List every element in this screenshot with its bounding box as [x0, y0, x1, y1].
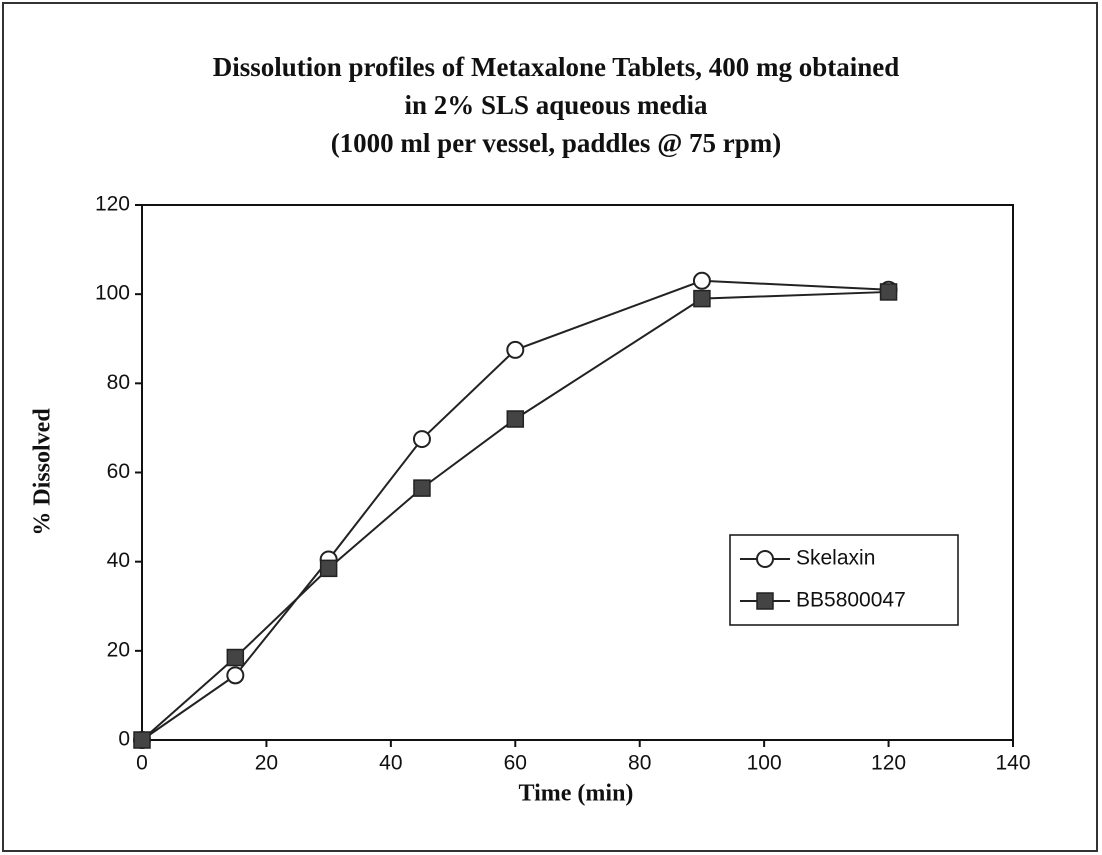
x-tick-label: 80	[628, 752, 651, 775]
marker	[693, 289, 711, 308]
y-tick-label: 60	[107, 460, 130, 483]
x-tick-label: 100	[747, 752, 782, 775]
y-tick-label: 20	[107, 638, 130, 661]
x-tick-label: 60	[504, 752, 527, 775]
marker	[413, 479, 431, 497]
y-tick-label: 120	[95, 193, 130, 216]
y-tick-label: 0	[118, 728, 130, 751]
marker	[133, 731, 151, 749]
marker	[879, 283, 898, 301]
marker	[226, 648, 245, 667]
legend-label: BB5800047	[796, 589, 906, 612]
marker	[412, 430, 431, 449]
x-tick-label: 140	[995, 752, 1030, 775]
x-tick-label: 120	[871, 752, 906, 775]
marker	[756, 592, 774, 610]
y-tick-label: 40	[107, 549, 130, 572]
marker	[756, 550, 774, 568]
y-axis-label: % Dissolved	[30, 408, 56, 536]
chart-title: Dissolution profiles of Metaxalone Table…	[213, 52, 900, 82]
legend-label: Skelaxin	[796, 547, 875, 570]
x-tick-label: 40	[379, 752, 402, 775]
marker	[506, 410, 525, 428]
marker	[226, 666, 245, 685]
x-tick-label: 0	[136, 752, 148, 775]
y-tick-label: 80	[107, 371, 130, 394]
chart-title: in 2% SLS aqueous media	[404, 90, 708, 120]
marker	[319, 559, 338, 578]
marker	[692, 271, 711, 290]
chart-title: (1000 ml per vessel, paddles @ 75 rpm)	[331, 128, 782, 158]
x-tick-label: 20	[255, 752, 278, 775]
y-tick-label: 100	[95, 282, 130, 305]
x-axis-label: Time (min)	[519, 781, 634, 807]
legend-box	[729, 534, 959, 626]
series-line	[141, 290, 889, 741]
marker	[506, 340, 525, 359]
